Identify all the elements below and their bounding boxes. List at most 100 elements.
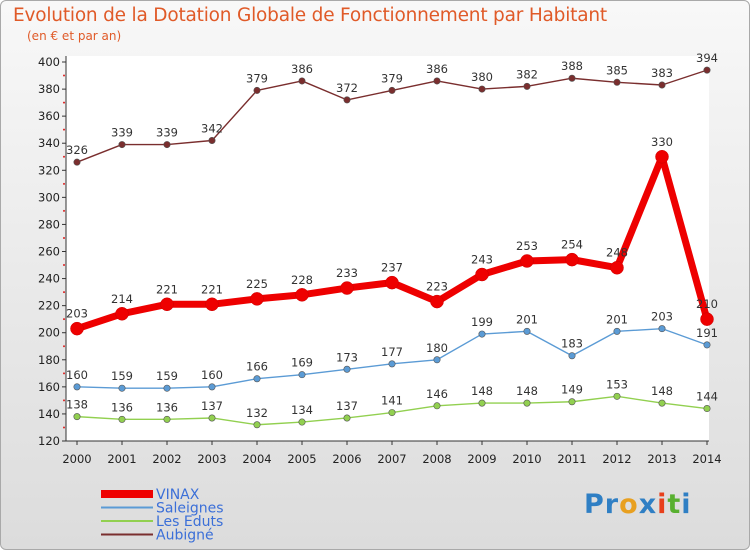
data-label: 141 [381,394,403,408]
logo-letter: i [681,489,692,520]
legend-label: Les Eduts [156,514,223,530]
data-point [478,399,486,407]
y-tick-label: 160 [38,380,60,394]
data-label: 169 [291,356,313,370]
data-point [343,414,351,422]
data-label: 379 [246,71,268,85]
data-label: 148 [471,384,493,398]
data-point [523,82,531,90]
data-label: 144 [696,390,718,404]
x-tick-label: 2006 [332,452,361,466]
y-minor-tick [63,291,65,294]
data-point [250,292,264,306]
data-label: 180 [426,341,448,355]
data-label: 153 [606,377,628,391]
x-tick-label: 2012 [602,452,631,466]
data-point [298,77,306,85]
logo-letter: i [657,489,668,520]
data-point [430,294,444,309]
data-point [253,421,261,429]
y-minor-tick [63,345,65,348]
y-tick-label: 300 [38,190,60,204]
data-label: 132 [246,406,268,420]
data-point [118,384,126,392]
y-minor-tick [63,182,65,185]
data-label: 136 [156,400,178,414]
legend-label: Aubigné [156,528,214,544]
data-label: 386 [291,62,313,76]
data-label: 159 [111,369,133,383]
y-minor-tick [63,426,65,429]
data-label: 159 [156,369,178,383]
data-point [568,398,576,406]
data-label: 173 [336,350,358,364]
data-label: 148 [516,384,538,398]
data-label: 160 [66,368,88,382]
data-label: 225 [246,277,268,291]
data-label: 134 [291,403,313,417]
data-label: 339 [111,126,133,140]
data-label: 183 [561,337,583,351]
data-label: 138 [66,398,88,412]
data-point [253,86,261,94]
data-point [118,141,126,149]
data-point [520,254,534,268]
data-label: 201 [606,312,628,326]
y-minor-tick [63,155,65,158]
y-minor-tick [63,264,65,267]
data-point [568,352,576,360]
legend-label: Saleignes [156,501,224,517]
data-label: 199 [471,315,493,329]
data-point [703,405,711,413]
legend-label: VINAX [156,487,200,503]
data-point [253,375,261,383]
y-minor-tick [63,209,65,212]
data-point [73,413,81,421]
data-label: 214 [111,292,133,306]
data-point [703,66,711,74]
y-tick-label: 340 [38,136,60,150]
x-tick-label: 2013 [647,452,676,466]
x-tick-label: 2002 [152,452,181,466]
data-label: 148 [651,384,673,398]
y-minor-tick [63,372,65,375]
y-tick-label: 260 [38,245,60,259]
data-point [613,327,621,335]
data-point [565,252,579,267]
data-point [160,297,174,312]
data-label: 160 [201,368,223,382]
data-label: 201 [516,312,538,326]
data-point [298,371,306,379]
data-label: 382 [516,67,538,81]
data-label: 330 [651,135,673,149]
data-label: 339 [156,126,178,140]
data-label: 326 [66,143,88,157]
data-point [343,96,351,104]
data-label: 388 [561,59,583,73]
data-point [523,399,531,407]
chart-subtitle: (en € et par an) [27,29,122,43]
data-point [208,414,216,422]
data-label: 146 [426,387,448,401]
x-tick-label: 2005 [287,452,316,466]
data-point [388,86,396,94]
data-point [658,399,666,407]
logo-letter: P [584,489,605,520]
data-label: 210 [696,297,718,311]
x-tick-label: 2000 [62,452,91,466]
data-label: 394 [696,51,718,65]
data-label: 221 [201,282,223,296]
y-tick-label: 180 [38,353,60,367]
y-minor-tick [63,318,65,321]
data-point [700,312,714,326]
data-point [433,77,441,85]
data-point [70,321,84,336]
data-label: 203 [651,310,673,324]
logo-letter: o [619,489,639,520]
data-label: 166 [246,360,268,374]
data-point [433,402,441,410]
logo-letter: r [604,489,620,520]
data-point [343,365,351,373]
data-point [655,150,669,164]
